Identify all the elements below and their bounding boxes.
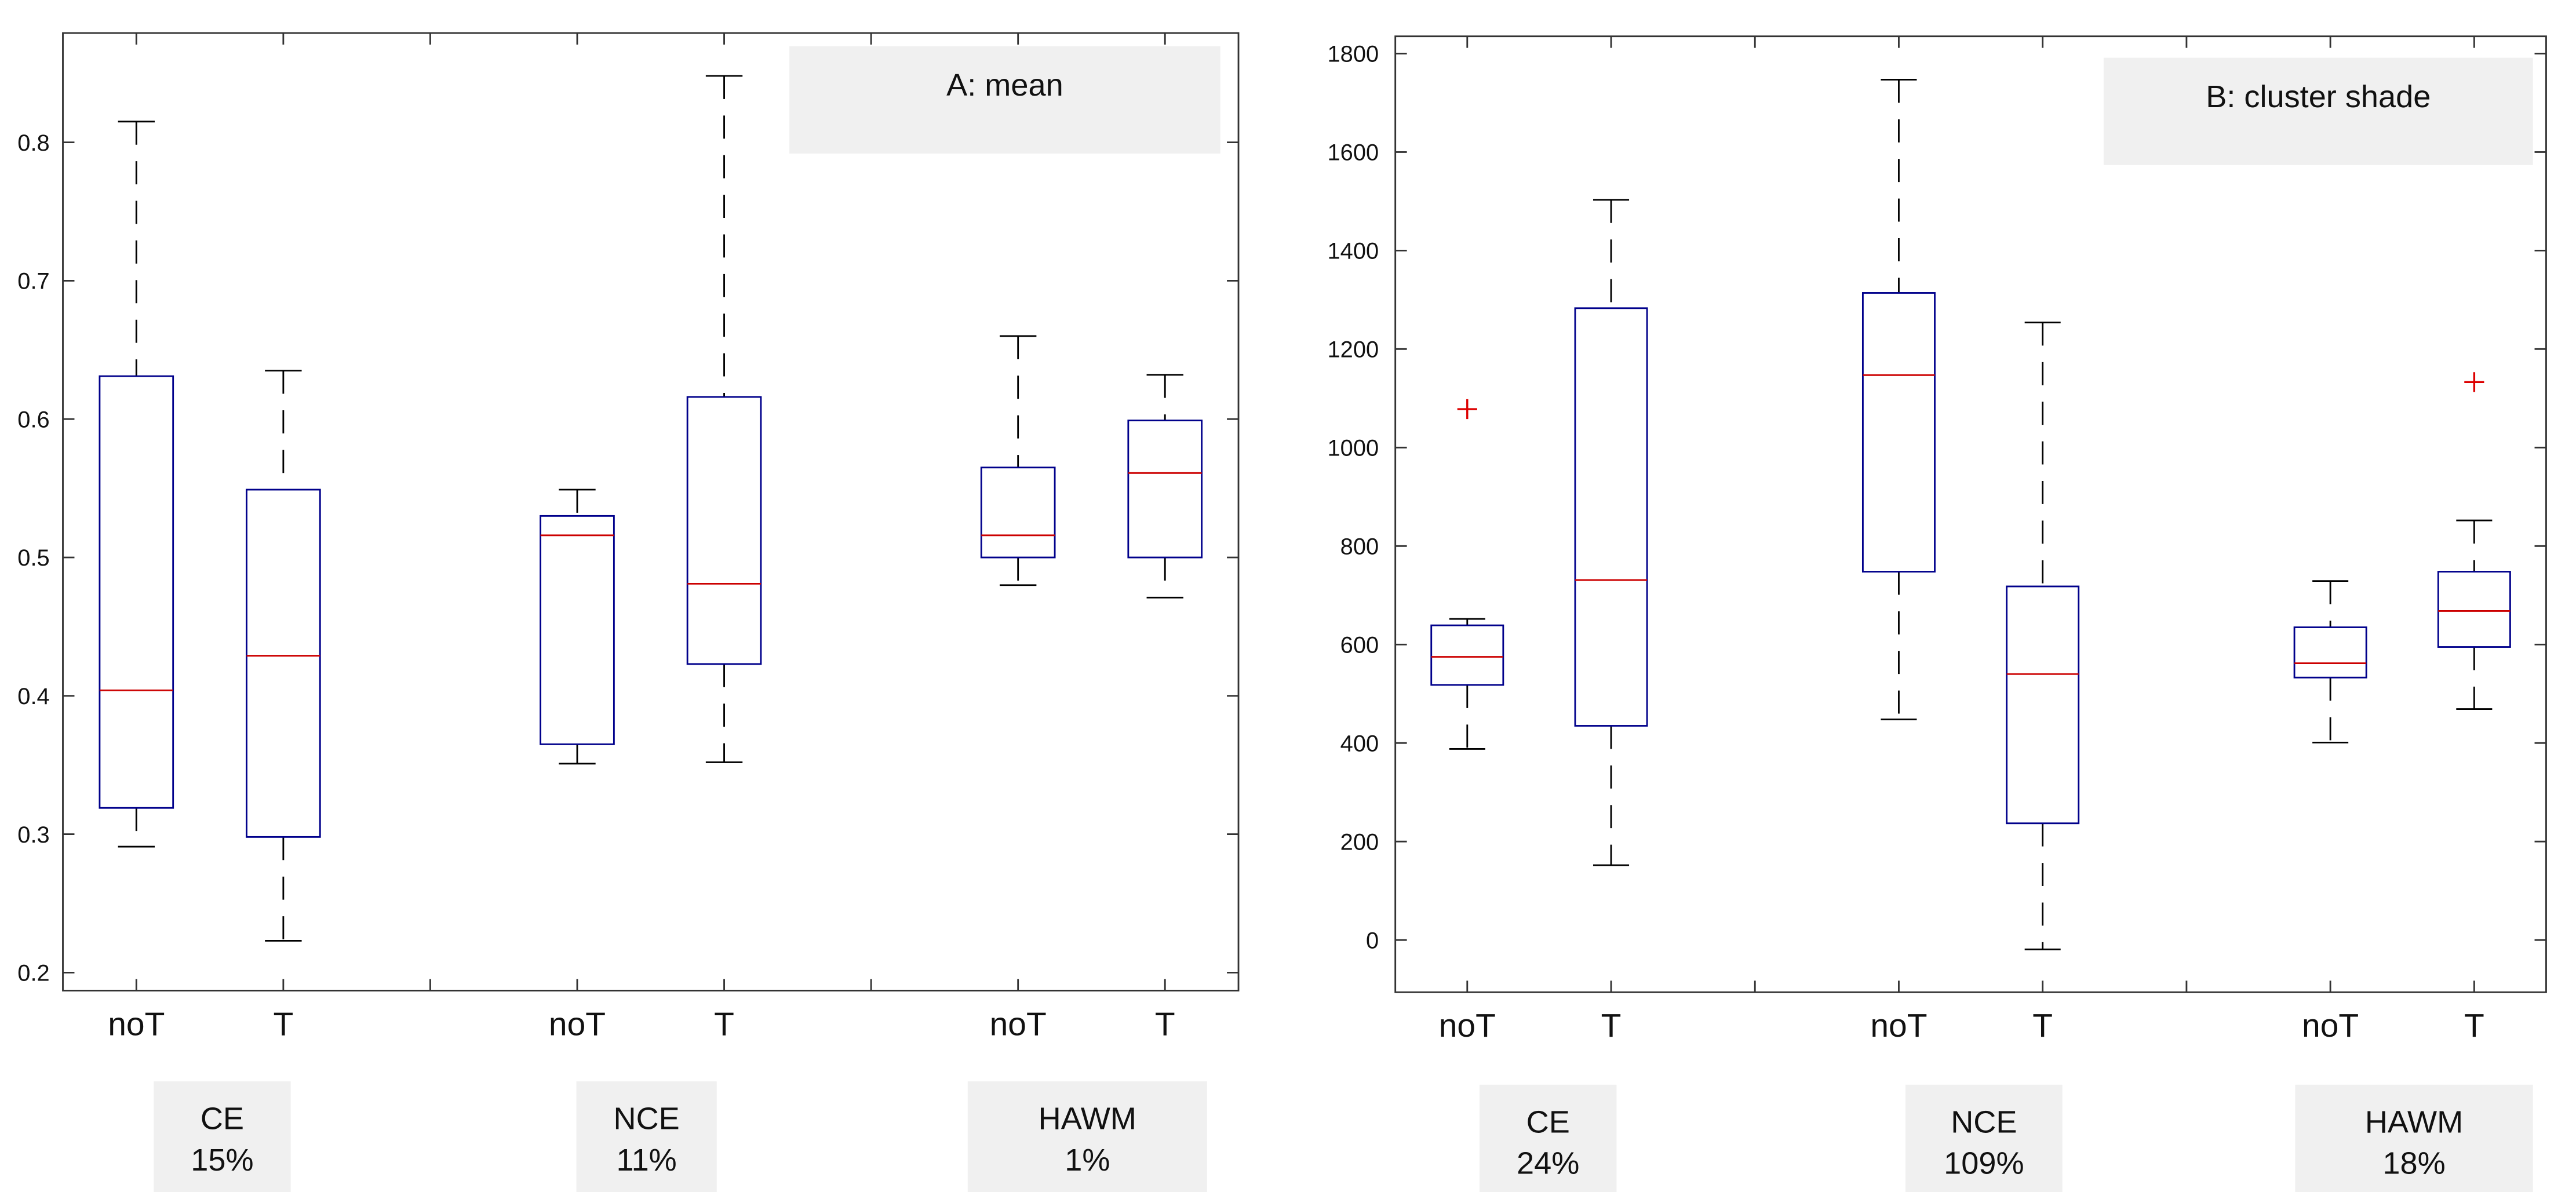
group-label-hawm: HAWM 18%	[2295, 1084, 2533, 1192]
box-nce-t	[2006, 322, 2080, 950]
x-category-label: T	[714, 1005, 734, 1042]
box-iqr	[99, 375, 174, 809]
outlier-marker	[2464, 372, 2484, 392]
group-label-box	[154, 1081, 291, 1192]
group-percent: 15%	[191, 1143, 253, 1178]
y-tick-label: 1200	[1327, 337, 1379, 363]
y-tick-label: 0	[1366, 928, 1379, 953]
group-label-ce: CE 15%	[154, 1081, 291, 1192]
box-hawm-not	[980, 335, 1056, 586]
box-iqr	[2437, 571, 2511, 648]
group-name: NCE	[614, 1102, 680, 1136]
box-iqr	[686, 396, 762, 665]
box-nce-t	[686, 75, 762, 763]
x-category-label: noT	[108, 1005, 165, 1042]
x-category-label: noT	[1870, 1007, 1927, 1044]
box-iqr	[246, 489, 321, 838]
group-label-box	[1905, 1084, 2063, 1192]
group-label-box	[2295, 1084, 2533, 1192]
y-tick-label: 1600	[1327, 140, 1379, 166]
y-tick-label: 0.7	[17, 269, 49, 294]
box-iqr	[1127, 420, 1203, 559]
group-label-hawm: HAWM 1%	[967, 1081, 1207, 1192]
y-tick-label: 1000	[1327, 436, 1379, 461]
y-tick-label: 0.2	[17, 961, 49, 986]
box-ce-not	[1430, 399, 1504, 750]
outlier-marker	[1457, 399, 1477, 420]
box-ce-t	[1574, 199, 1648, 866]
y-tick-label: 200	[1340, 829, 1379, 855]
box-ce-not	[99, 121, 174, 848]
box-nce-not	[540, 489, 615, 765]
x-category-label: T	[1155, 1005, 1175, 1042]
y-tick-label: 0.4	[17, 684, 49, 709]
box-iqr	[1574, 307, 1648, 727]
y-tick-label: 600	[1340, 633, 1379, 658]
title-box	[789, 46, 1220, 154]
x-category-label: T	[1601, 1007, 1622, 1044]
box-iqr	[2293, 626, 2367, 679]
y-tick-label: 0.3	[17, 822, 49, 848]
group-percent: 11%	[616, 1143, 676, 1178]
y-tick-label: 1400	[1327, 239, 1379, 264]
y-tick-label: 800	[1340, 534, 1379, 560]
group-name: CE	[1526, 1104, 1570, 1139]
x-category-label: noT	[2302, 1007, 2359, 1044]
box-hawm-not	[2293, 580, 2367, 743]
x-category-label: noT	[990, 1005, 1047, 1042]
y-tick-label: 0.6	[17, 407, 49, 432]
group-label-ce: CE 24%	[1479, 1084, 1617, 1192]
chart-title: B: cluster shade	[2206, 79, 2431, 114]
x-category-label: T	[2032, 1007, 2053, 1044]
group-percent: 109%	[1944, 1146, 2024, 1181]
panel-b-cluster-shade: 0 200 400 600 800 1000 1200 1400 1600 1800 B: clus…	[1327, 35, 2547, 1192]
box-iqr	[1430, 624, 1504, 686]
y-tick-label: 0.5	[17, 545, 49, 571]
axes-frame	[1394, 35, 2547, 993]
group-percent: 1%	[1065, 1143, 1110, 1178]
group-name: CE	[201, 1102, 244, 1136]
x-category-label: T	[2464, 1007, 2484, 1044]
group-percent: 18%	[2382, 1146, 2445, 1181]
box-ce-t	[246, 370, 321, 942]
box-iqr	[540, 515, 615, 745]
x-category-label: noT	[1439, 1007, 1496, 1044]
group-label-nce: NCE 11%	[576, 1081, 717, 1192]
group-label-box	[967, 1081, 1207, 1192]
box-iqr	[980, 466, 1056, 559]
group-percent: 24%	[1517, 1146, 1579, 1181]
x-category-label: T	[273, 1005, 293, 1042]
box-nce-not	[1861, 79, 1936, 720]
y-tick-label: 1800	[1327, 42, 1379, 67]
chart-title: A: mean	[946, 68, 1063, 103]
box-hawm-t	[1127, 374, 1203, 599]
group-name: HAWM	[1039, 1102, 1136, 1136]
box-iqr	[1861, 292, 1936, 573]
group-name: NCE	[1951, 1104, 2017, 1139]
title-box	[2103, 57, 2533, 165]
x-category-label: noT	[549, 1005, 606, 1042]
y-tick-label: 400	[1340, 731, 1379, 756]
axes-frame	[62, 32, 1240, 991]
y-tick-label: 0.8	[17, 130, 49, 156]
group-label-nce: NCE 109%	[1905, 1084, 2063, 1192]
group-label-box	[576, 1081, 717, 1192]
group-label-box	[1479, 1084, 1617, 1192]
box-iqr	[2006, 585, 2080, 825]
box-hawm-t	[2437, 372, 2511, 710]
group-name: HAWM	[2365, 1104, 2463, 1139]
